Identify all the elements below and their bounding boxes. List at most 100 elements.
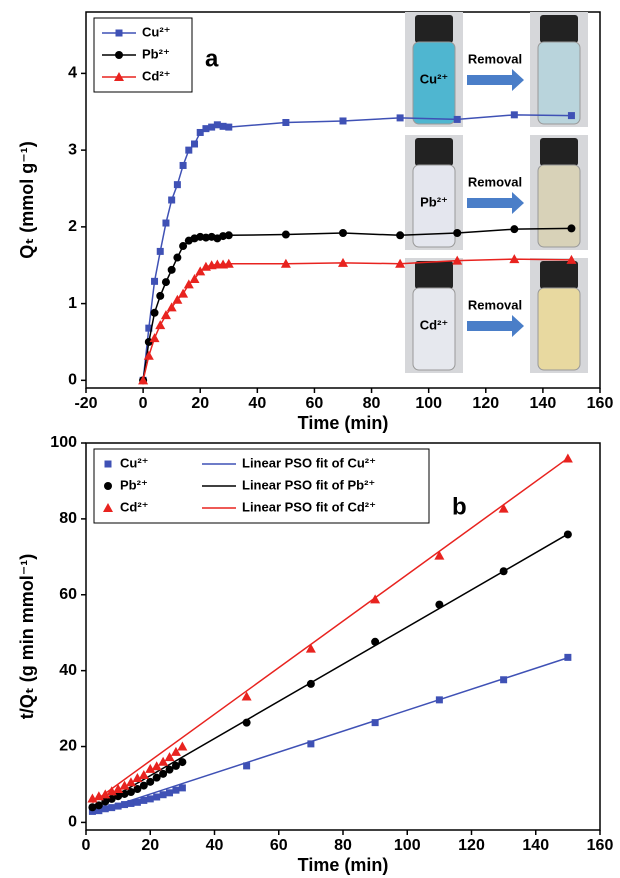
marker: [161, 278, 170, 287]
panel-annotation: a: [205, 45, 219, 72]
x-tick-label: 0: [139, 395, 148, 412]
legend-label: Linear PSO fit of Cd²⁺: [242, 499, 376, 514]
photo-label: Cd²⁺: [420, 317, 449, 332]
marker: [280, 258, 291, 268]
marker: [510, 225, 519, 234]
series-line: [142, 258, 572, 381]
marker: [149, 333, 160, 343]
marker: [282, 118, 290, 126]
marker: [179, 161, 187, 169]
marker: [225, 123, 233, 131]
marker: [153, 793, 161, 801]
x-tick-label: 80: [363, 395, 381, 412]
marker: [152, 773, 161, 782]
x-tick-label: 120: [472, 395, 499, 412]
marker: [132, 773, 143, 783]
marker: [168, 196, 176, 204]
vial-cap: [415, 261, 453, 289]
marker: [185, 146, 193, 154]
marker: [146, 795, 154, 803]
marker: [172, 786, 180, 794]
marker: [224, 231, 233, 240]
vial: [537, 41, 581, 125]
marker: [115, 51, 123, 59]
marker: [138, 769, 149, 779]
marker: [108, 804, 116, 812]
marker: [339, 228, 347, 237]
y-tick-label: 40: [59, 662, 77, 679]
marker: [567, 112, 575, 120]
vial: [412, 41, 456, 125]
x-tick-label: 160: [587, 837, 614, 854]
series-line: [142, 114, 572, 381]
marker: [162, 219, 170, 227]
marker: [172, 294, 183, 304]
marker: [145, 763, 156, 773]
marker: [243, 762, 251, 770]
marker: [173, 253, 182, 262]
marker: [177, 741, 188, 751]
marker: [158, 756, 169, 766]
legend-label: Linear PSO fit of Cu²⁺: [242, 455, 376, 470]
x-tick-label: 20: [191, 395, 209, 412]
marker: [114, 792, 123, 801]
marker: [338, 257, 348, 267]
marker: [104, 460, 112, 468]
marker: [208, 123, 216, 131]
marker: [339, 117, 347, 125]
marker: [170, 746, 181, 756]
photo-group: Cu²⁺ Removal Pb²⁺ Removal Cd²⁺ Removal: [405, 12, 588, 373]
y-tick-label: 2: [68, 218, 77, 235]
marker: [453, 115, 461, 123]
marker: [159, 791, 167, 799]
x-tick-label: 20: [141, 837, 159, 854]
marker: [173, 181, 181, 189]
x-tick-label: 40: [248, 395, 266, 412]
marker: [434, 550, 445, 560]
vial: [412, 287, 456, 371]
marker: [178, 288, 189, 298]
marker: [178, 784, 186, 792]
marker: [104, 482, 112, 490]
marker: [166, 302, 177, 312]
marker: [305, 643, 316, 653]
marker: [498, 503, 509, 513]
legend-label: Pb²⁺: [120, 477, 148, 492]
marker: [191, 140, 199, 148]
marker: [178, 758, 187, 767]
marker: [143, 350, 154, 360]
vial-cap: [540, 15, 578, 43]
marker: [160, 310, 171, 320]
marker: [113, 784, 124, 794]
series-line: [92, 533, 569, 810]
marker: [139, 781, 148, 790]
y-tick-label: 0: [68, 814, 77, 831]
x-tick-label: 40: [206, 837, 224, 854]
y-tick-label: 80: [59, 510, 77, 527]
x-axis-label: Time (min): [298, 855, 389, 875]
marker: [452, 255, 463, 265]
marker: [196, 128, 204, 136]
marker: [510, 111, 518, 119]
marker: [114, 72, 124, 81]
marker: [165, 765, 174, 774]
x-tick-label: -20: [74, 395, 97, 412]
marker: [453, 228, 462, 237]
arrow: [467, 315, 524, 337]
marker: [151, 761, 162, 771]
marker: [281, 230, 290, 239]
vial-cap: [540, 261, 578, 289]
vial: [537, 164, 581, 248]
series-line: [91, 457, 569, 804]
x-tick-label: 0: [82, 837, 91, 854]
x-tick-label: 80: [334, 837, 352, 854]
marker: [566, 254, 577, 264]
marker: [567, 224, 576, 233]
photo-label: Removal: [468, 174, 522, 189]
marker: [140, 796, 148, 804]
marker: [241, 691, 252, 701]
marker: [88, 803, 97, 812]
marker: [159, 769, 168, 778]
plot-frame: [85, 11, 601, 389]
